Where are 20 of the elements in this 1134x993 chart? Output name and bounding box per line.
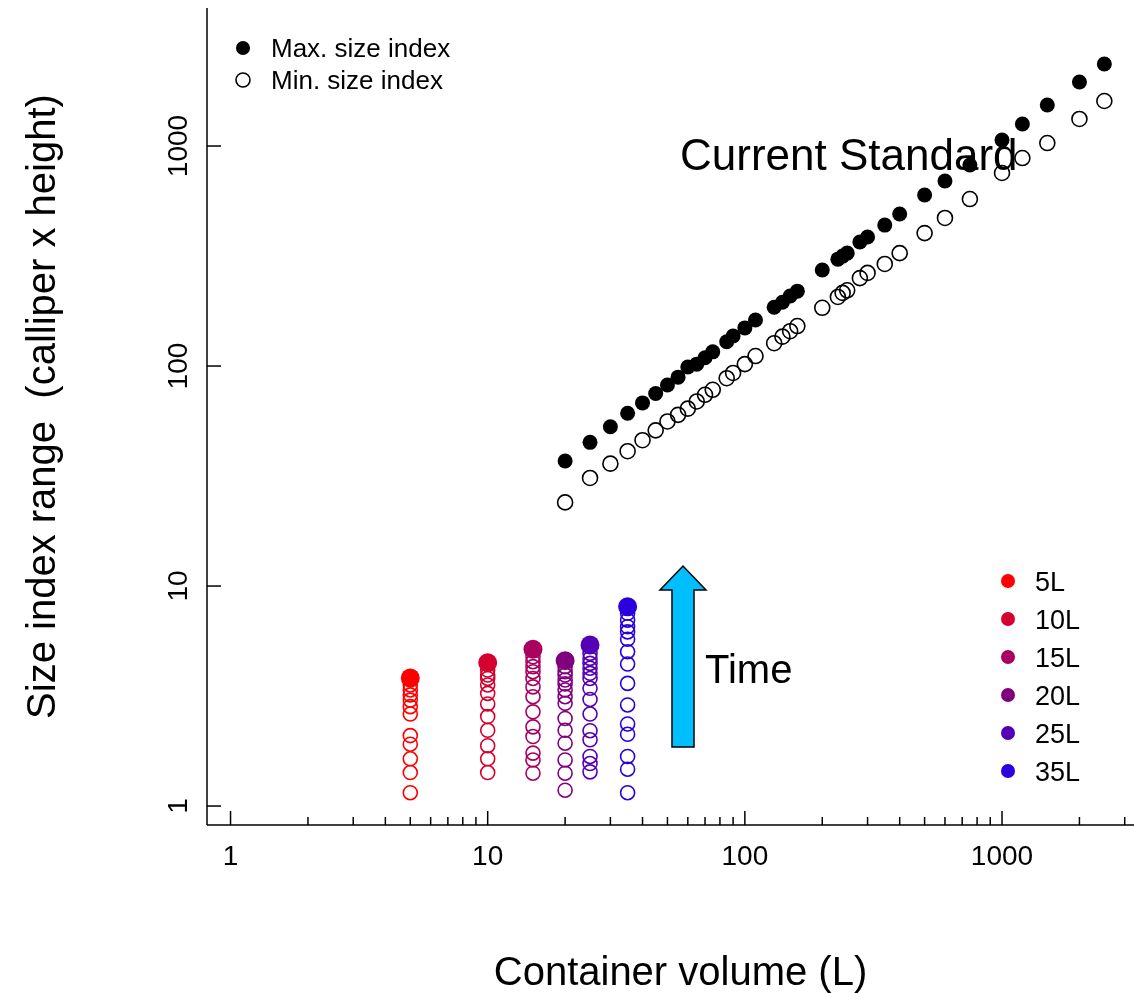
y-tick-label: 1	[162, 798, 193, 814]
y-tick-label: 10	[162, 570, 193, 602]
legend-label: Min. size index	[271, 65, 443, 95]
legend-label: 35L	[1035, 757, 1081, 787]
legend-label: 25L	[1035, 719, 1081, 749]
legend-label: 10L	[1035, 605, 1081, 635]
legend-label: 20L	[1035, 681, 1081, 711]
legend-label: 15L	[1035, 643, 1081, 673]
x-tick-label: 1	[222, 840, 239, 871]
annotation: Time	[705, 647, 793, 691]
y-tick-label: 1000	[162, 114, 193, 178]
annotation: Current Standard	[680, 130, 1018, 179]
legend-label: 5L	[1035, 567, 1066, 597]
legend-label: Max. size index	[271, 33, 451, 63]
x-tick-label: 10	[472, 840, 504, 871]
y-tick-label: 100	[162, 342, 193, 390]
x-axis-title: Container volume (L)	[493, 949, 868, 993]
x-tick-label: 100	[721, 840, 769, 871]
y-axis-title: Size index range (calliper x height)	[19, 94, 63, 719]
x-tick-label: 1000	[970, 840, 1034, 871]
